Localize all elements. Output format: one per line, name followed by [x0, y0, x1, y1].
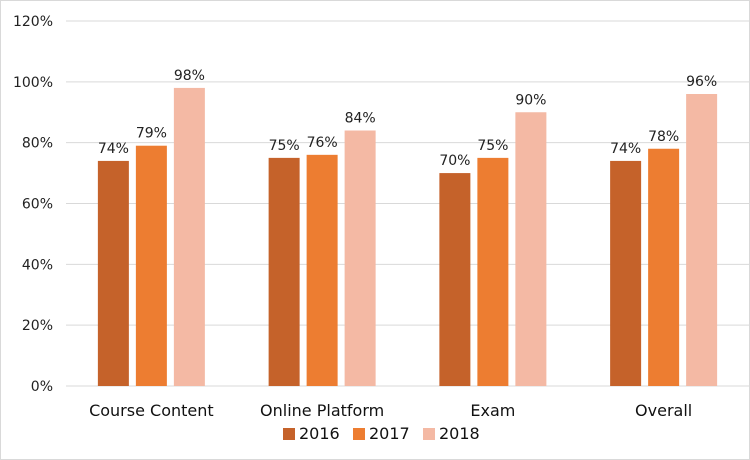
bar-2018-course-content [173, 87, 205, 387]
x-category-label: Exam [470, 401, 515, 420]
y-tick-label: 100% [13, 75, 53, 91]
legend-label: 2018 [439, 424, 480, 443]
legend-swatch [353, 428, 365, 440]
x-category-label: Online Platform [260, 401, 384, 420]
data-label: 90% [515, 92, 546, 108]
y-tick-label: 120% [13, 14, 53, 30]
data-label: 84% [345, 111, 376, 127]
bar-2016-exam [439, 173, 471, 386]
bar-2018-exam [515, 112, 547, 386]
legend-swatch [283, 428, 295, 440]
y-tick-label: 0% [31, 379, 53, 395]
bar-2018-overall [686, 94, 718, 386]
data-label: 75% [269, 138, 300, 154]
bar-2016-online-platform [268, 157, 300, 386]
x-category-label: Overall [635, 401, 692, 420]
bars-layer [97, 87, 718, 387]
bar-2017-exam [477, 157, 509, 386]
legend-label: 2016 [299, 424, 340, 443]
bar-2017-course-content [135, 145, 167, 386]
x-category-label: Course Content [89, 401, 214, 420]
axis-layer: 0% 20% 40% 60% 80% 100% 120% Course Content Onli… [13, 14, 749, 420]
data-label: 96% [686, 74, 717, 90]
bar-2018-online-platform [344, 130, 376, 386]
data-label: 98% [174, 68, 205, 84]
y-tick-label: 60% [22, 197, 53, 213]
bar-2016-course-content [97, 160, 129, 386]
bar-2016-overall [610, 160, 642, 386]
bar-2017-overall [648, 148, 680, 386]
legend-swatch [423, 428, 435, 440]
data-label: 74% [98, 141, 129, 157]
data-label: 79% [136, 126, 167, 142]
legend-label: 2017 [369, 424, 410, 443]
legend: 2016 2017 2018 [283, 424, 480, 443]
data-label: 78% [648, 129, 679, 145]
grid-layer [66, 20, 749, 326]
data-label: 75% [477, 138, 508, 154]
labels-layer: 74% 79% 98% 75% 76% 84% 70% 75% 90% 74% 78% 96% [98, 68, 717, 169]
data-label: 74% [610, 141, 641, 157]
y-tick-label: 80% [22, 136, 53, 152]
y-tick-label: 20% [22, 318, 53, 334]
bar-2017-online-platform [306, 154, 338, 386]
data-label: 76% [307, 135, 338, 151]
y-tick-label: 40% [22, 257, 53, 273]
data-label: 70% [439, 153, 470, 169]
